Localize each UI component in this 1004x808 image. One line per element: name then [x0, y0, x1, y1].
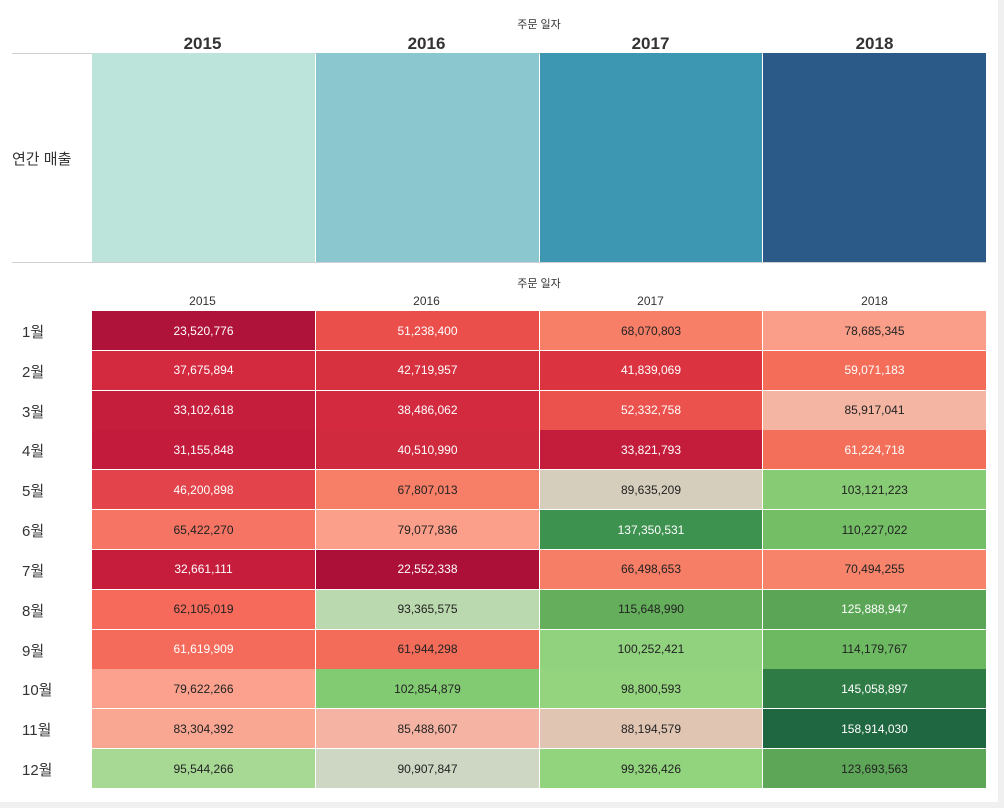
heatmap-cell[interactable]: 32,661,111 [92, 549, 316, 590]
month-label: 3월 [22, 403, 45, 421]
bottom-year-2015: 2015 [189, 294, 216, 308]
annual-sales-label: 연간 매출 [12, 151, 72, 168]
heatmap-cell[interactable]: 33,102,618 [92, 390, 316, 431]
month-label: 9월 [22, 642, 45, 660]
top-axis-caption: 주문 일자 [517, 19, 561, 31]
heatmap-cell[interactable]: 68,070,803 [540, 311, 763, 351]
heatmap-cell[interactable]: 158,914,030 [763, 709, 987, 750]
annual-block-2017[interactable] [540, 53, 762, 262]
heatmap-cell[interactable]: 51,238,400 [316, 311, 540, 351]
heatmap-cell[interactable]: 79,622,266 [92, 669, 316, 710]
heatmap-cell[interactable]: 123,693,563 [763, 749, 987, 790]
heatmap-cell[interactable]: 145,058,897 [763, 669, 987, 710]
heatmap-cell[interactable]: 95,544,266 [92, 749, 316, 790]
month-label: 8월 [22, 602, 45, 620]
heatmap-cell[interactable]: 99,326,426 [540, 749, 763, 790]
heatmap-cell[interactable]: 100,252,421 [540, 629, 763, 670]
bottom-year-2016: 2016 [413, 294, 440, 308]
heatmap-cell[interactable]: 93,365,575 [316, 589, 540, 630]
heatmap-cell[interactable]: 98,800,593 [540, 669, 763, 710]
month-label: 4월 [22, 443, 45, 461]
heatmap-cell[interactable]: 37,675,894 [92, 350, 316, 391]
heatmap-cell[interactable]: 79,077,836 [316, 510, 540, 551]
heatmap-cell[interactable]: 61,944,298 [316, 629, 540, 670]
heatmap-cell[interactable]: 85,917,041 [763, 390, 987, 431]
heatmap-cell[interactable]: 59,071,183 [763, 350, 987, 391]
heatmap-cell[interactable]: 78,685,345 [763, 311, 987, 351]
heatmap-cell[interactable]: 137,350,531 [540, 510, 763, 551]
heatmap-cell[interactable]: 33,821,793 [540, 430, 763, 471]
annual-block-2018[interactable] [763, 53, 986, 262]
heatmap-cell[interactable]: 66,498,653 [540, 549, 763, 590]
annual-block-2016[interactable] [316, 53, 539, 262]
heatmap-cell[interactable]: 89,635,209 [540, 470, 763, 511]
heatmap-cell[interactable]: 41,839,069 [540, 350, 763, 391]
heatmap-cell[interactable]: 42,719,957 [316, 350, 540, 391]
month-label: 5월 [22, 483, 45, 501]
month-label: 12월 [22, 762, 53, 780]
heatmap-cell[interactable]: 114,179,767 [763, 629, 987, 670]
heatmap-cell[interactable]: 62,105,019 [92, 589, 316, 630]
heatmap-cell[interactable]: 103,121,223 [763, 470, 987, 511]
month-label: 6월 [22, 523, 45, 541]
annual-block-2015[interactable] [92, 53, 315, 262]
heatmap-cell[interactable]: 40,510,990 [316, 430, 540, 471]
month-label: 11월 [22, 722, 52, 740]
heatmap-cell[interactable]: 61,224,718 [763, 430, 987, 471]
middle-divider [12, 262, 986, 263]
month-label: 7월 [22, 562, 45, 580]
heatmap-cell[interactable]: 65,422,270 [92, 510, 316, 551]
heatmap-cell[interactable]: 115,648,990 [540, 589, 763, 630]
top-year-2015: 2015 [183, 34, 222, 53]
heatmap-cell[interactable]: 70,494,255 [763, 549, 987, 590]
heatmap-cell[interactable]: 46,200,898 [92, 470, 316, 511]
bottom-axis-caption: 주문 일자 [517, 278, 561, 290]
top-year-2018: 2018 [855, 34, 894, 53]
month-label: 2월 [22, 363, 45, 381]
heatmap-cell[interactable]: 88,194,579 [540, 709, 763, 750]
heatmap-cell[interactable]: 102,854,879 [316, 669, 540, 710]
heatmap-cell[interactable]: 125,888,947 [763, 589, 987, 630]
heatmap-cell[interactable]: 31,155,848 [92, 430, 316, 471]
heatmap-cell[interactable]: 110,227,022 [763, 510, 987, 551]
top-year-2016: 2016 [407, 34, 446, 53]
heatmap-cell[interactable]: 52,332,758 [540, 390, 763, 431]
heatmap-cell[interactable]: 61,619,909 [92, 629, 316, 670]
top-year-2017: 2017 [631, 34, 670, 53]
heatmap-cell[interactable]: 67,807,013 [316, 470, 540, 511]
heatmap-cell[interactable]: 23,520,776 [92, 311, 316, 351]
heatmap-cell[interactable]: 38,486,062 [316, 390, 540, 431]
bottom-year-2018: 2018 [861, 294, 888, 308]
heatmap-cell[interactable]: 90,907,847 [316, 749, 540, 790]
bottom-year-2017: 2017 [637, 294, 664, 308]
month-label: 1월 [22, 323, 45, 341]
heatmap-cell[interactable]: 22,552,338 [316, 549, 540, 590]
month-label: 10월 [22, 682, 53, 700]
heatmap-cell[interactable]: 83,304,392 [92, 709, 316, 750]
heatmap-cell[interactable]: 85,488,607 [316, 709, 540, 750]
